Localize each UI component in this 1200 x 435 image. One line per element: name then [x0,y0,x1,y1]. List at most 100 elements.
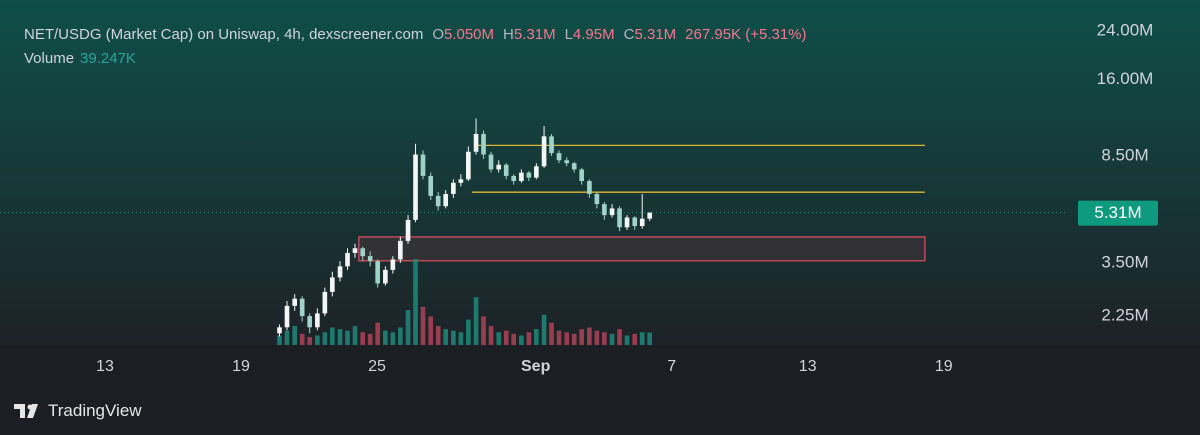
volume-bar [556,330,562,345]
candle-body [466,151,471,180]
candle-body [390,259,396,270]
candle-body [443,193,448,207]
volume-bar [609,333,615,345]
volume-bar [466,319,471,345]
y-tick-label: 3.50M [1101,252,1148,271]
volume-bar [564,332,570,345]
candle-body [337,266,343,278]
volume-bar [428,316,434,345]
candle-body [541,136,547,167]
volume-bar [526,332,532,345]
volume-bar [299,333,305,345]
volume-bar [420,306,426,345]
candle-body [549,136,554,154]
candle-body [360,248,366,257]
volume-bar [413,259,418,345]
candle-body [534,166,539,178]
y-tick-label: 8.50M [1101,145,1148,164]
volume-bar [632,333,638,345]
candle-body [284,305,290,328]
candle-body [594,193,600,205]
volume-bar [458,332,464,345]
x-tick-label: 19 [232,358,250,375]
candle-body [451,182,456,194]
candle-body [352,248,358,253]
logo [14,404,38,418]
volume-bar [496,332,502,345]
volume-bar [330,327,335,345]
candle-body [609,208,615,216]
support-zone [358,236,926,262]
candle-body [299,298,305,317]
volume-bar [284,330,290,345]
footer-text: TradingView [48,401,142,420]
legend-header: NET/USDG (Market Cap) on Uniswap, 4h, de… [24,26,807,43]
volume-bar [277,335,282,345]
candle-body [617,208,622,228]
volume-bar [617,329,622,345]
volume-bar [443,329,448,345]
candle-body [307,316,312,328]
candle-body [398,240,403,260]
candle-body [624,217,630,228]
candle-body [473,133,479,152]
ohlc-value: 4.95M [572,26,615,43]
volume-bar [488,325,494,345]
volume-bar [398,327,403,345]
volume-bar [647,332,653,345]
volume-bar [519,335,524,345]
volume-bar [367,333,373,345]
volume-bar [473,297,479,345]
candle-body [322,291,328,314]
candle-body [564,160,570,164]
candle-body [556,153,562,161]
candle-body [277,327,282,334]
volume-bar [322,332,328,345]
candle-body [345,252,350,267]
candle-body [413,154,418,220]
volume-bar [594,330,600,345]
volume-bar [602,332,607,345]
volume-bar [541,314,547,345]
last-price-label: 5.31M [1094,203,1141,222]
volume-bar [345,330,350,345]
candle-body [579,169,585,182]
candle-body [519,172,524,182]
y-tick-label: 2.25M [1101,306,1148,325]
ohlc-value: 5.050M [443,26,495,43]
x-tick-label: Sep [521,358,551,375]
volume-bar [481,316,486,345]
volume-bar [571,333,577,345]
x-tick-label: 7 [667,358,676,375]
candle-body [405,219,411,241]
candle-body [383,269,388,284]
x-tick-label: 13 [96,358,114,375]
ohlc-value: 5.31M [634,26,677,43]
candle-body [503,164,509,176]
volume-bar [383,330,388,345]
y-tick-label: 16.00M [1097,69,1154,88]
volume-bar [405,310,411,345]
volume-label: Volume [24,50,75,67]
ohlc-key: L [564,26,573,43]
volume-bar [360,332,366,345]
ohlc-value: 5.31M [513,26,556,43]
candle-body [602,204,607,216]
volume-bar [375,322,380,345]
candle-body [647,212,653,219]
candle-body [481,133,486,155]
x-tick-label: 19 [935,358,953,375]
x-tick-label: 13 [799,358,817,375]
volume-bar [390,332,396,345]
ohlc-key: C [623,26,635,43]
volume-bar [549,322,554,345]
last-price-tag [1078,200,1158,226]
footer: TradingView [14,401,142,421]
candle-body [420,154,426,176]
volume-value: 39.247K [80,50,136,67]
candle-body [571,163,577,170]
ohlc-key: H [503,26,514,43]
volume-bar [307,337,312,345]
volume-bar [639,332,645,345]
